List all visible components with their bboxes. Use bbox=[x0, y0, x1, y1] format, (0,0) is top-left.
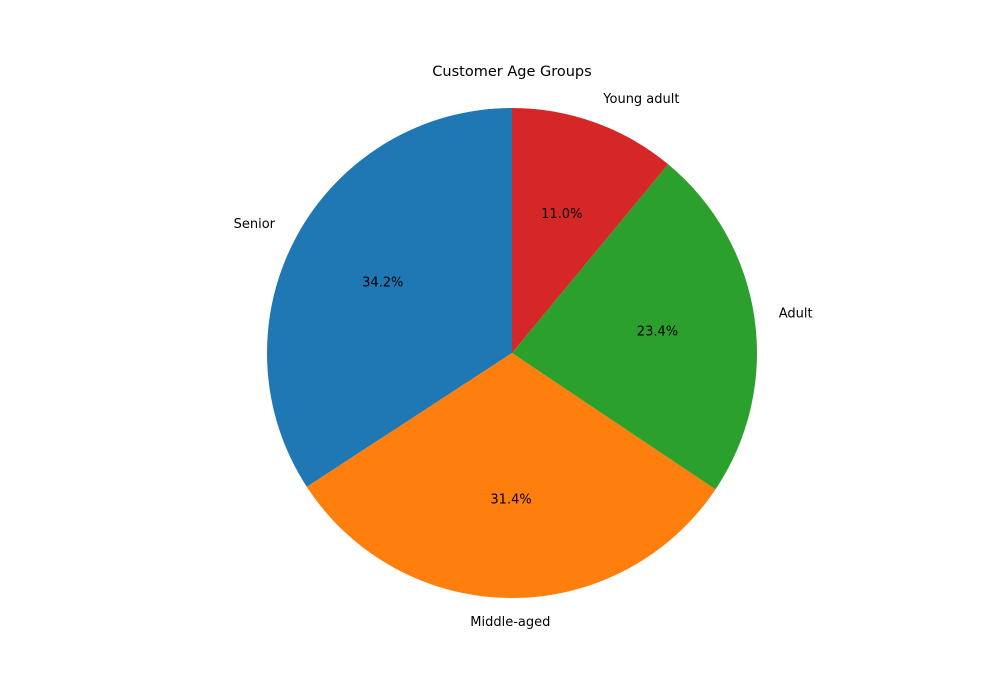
slice-label-adult: Adult bbox=[779, 307, 813, 322]
pie-slice-young-adult bbox=[512, 108, 669, 353]
pie-slice-adult bbox=[512, 164, 758, 490]
chart-title: Customer Age Groups bbox=[432, 64, 591, 80]
slice-label-senior: Senior bbox=[234, 217, 276, 232]
pie-labels: Senior 34.2% Middle-aged 31.4% Adult 23.4% You… bbox=[234, 92, 813, 630]
slice-percent-middle-aged: 31.4% bbox=[490, 492, 531, 507]
slice-label-middle-aged: Middle-aged bbox=[470, 615, 550, 630]
slice-percent-senior: 34.2% bbox=[362, 275, 403, 290]
pie-slices bbox=[267, 108, 758, 598]
pie-slice-middle-aged bbox=[306, 353, 716, 598]
slice-percent-young-adult: 11.0% bbox=[541, 207, 582, 222]
pie-slice-senior bbox=[267, 108, 512, 487]
slice-label-young-adult: Young adult bbox=[602, 92, 679, 107]
slice-percent-adult: 23.4% bbox=[637, 324, 678, 339]
